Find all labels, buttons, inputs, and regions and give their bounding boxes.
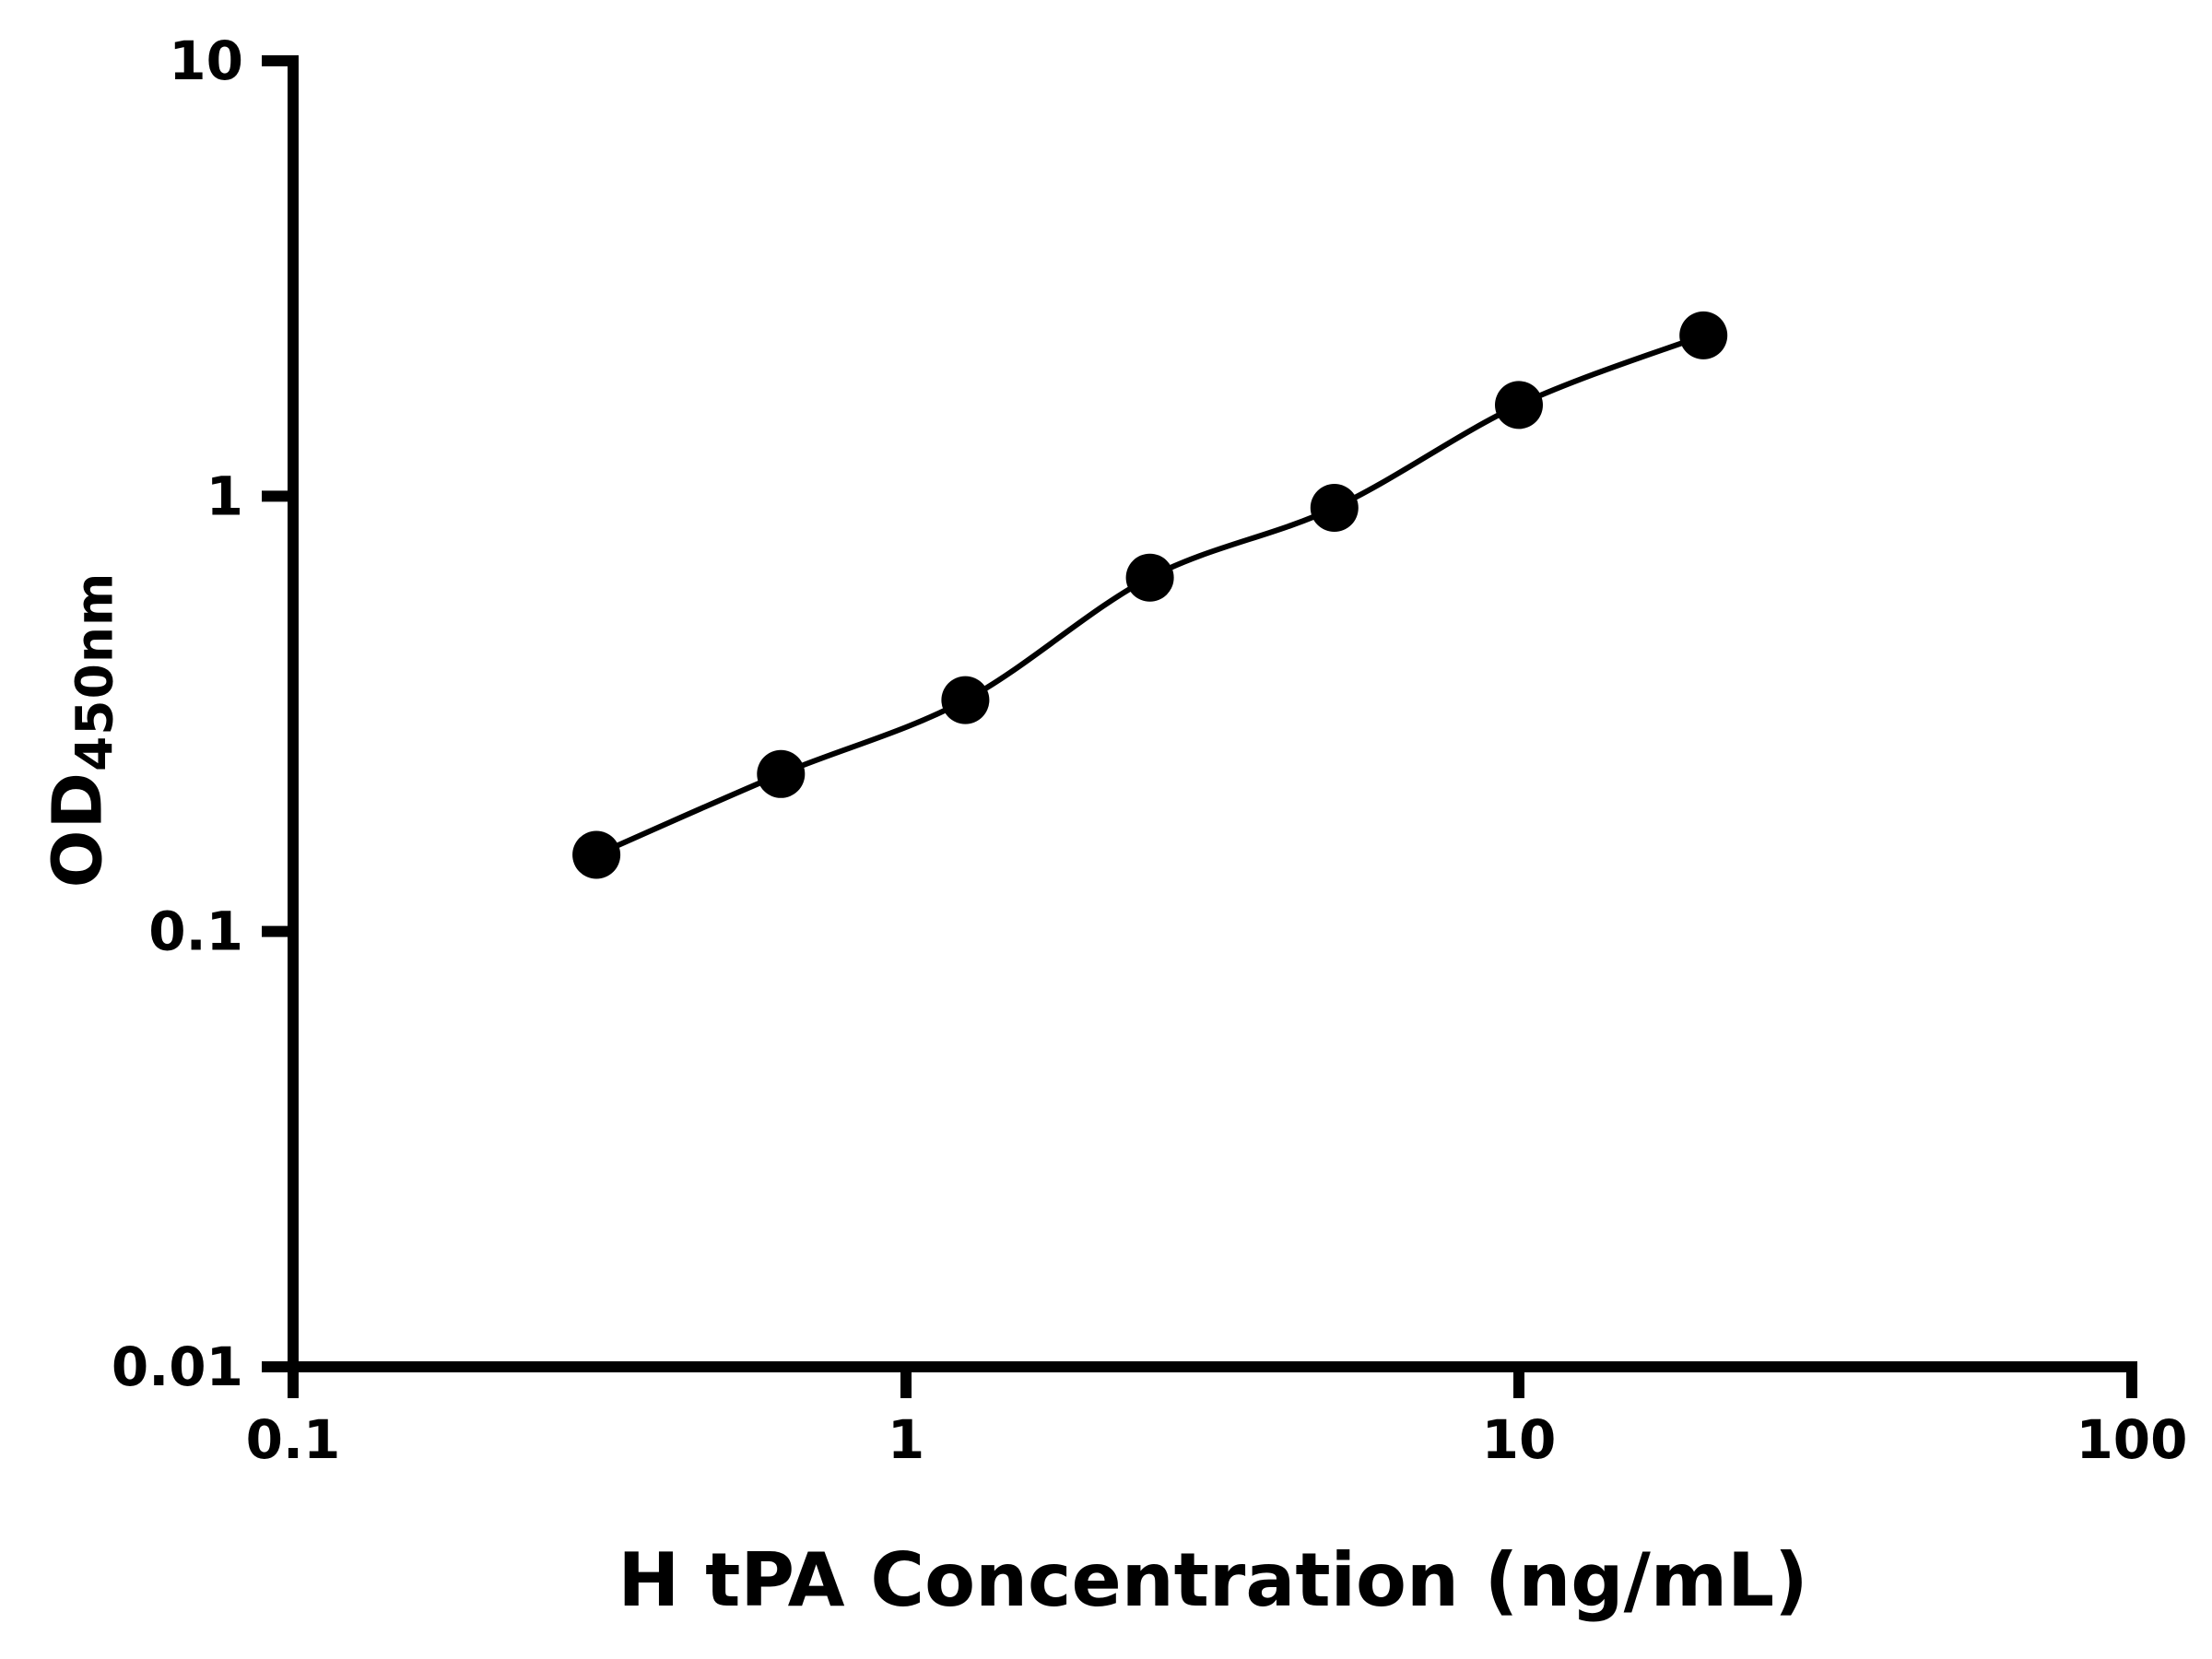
data-point (1310, 484, 1359, 532)
data-point (757, 749, 806, 798)
axis-spines (288, 55, 2137, 1372)
data-point (572, 830, 621, 879)
x-tick-label: 1 (888, 1408, 924, 1471)
x-tick-label: 10 (1482, 1408, 1557, 1471)
y-axis-title-subscript: 450nm (65, 571, 124, 771)
data-point (1679, 311, 1728, 359)
data-point (941, 676, 990, 724)
x-tick-label: 0.1 (246, 1408, 341, 1471)
data-point (1495, 381, 1543, 429)
y-tick-label: 0.01 (112, 1335, 243, 1398)
x-tick-label: 100 (2076, 1408, 2187, 1471)
x-axis-title: H tPA Concentration (ng/mL) (618, 1537, 1808, 1623)
y-axis-title: OD450nm (39, 572, 124, 888)
y-tick-label: 1 (206, 465, 243, 527)
data-point (1125, 553, 1174, 602)
y-tick-label: 10 (169, 29, 243, 92)
y-axis-title-base: OD (38, 771, 118, 888)
y-tick-label: 0.1 (148, 900, 243, 963)
